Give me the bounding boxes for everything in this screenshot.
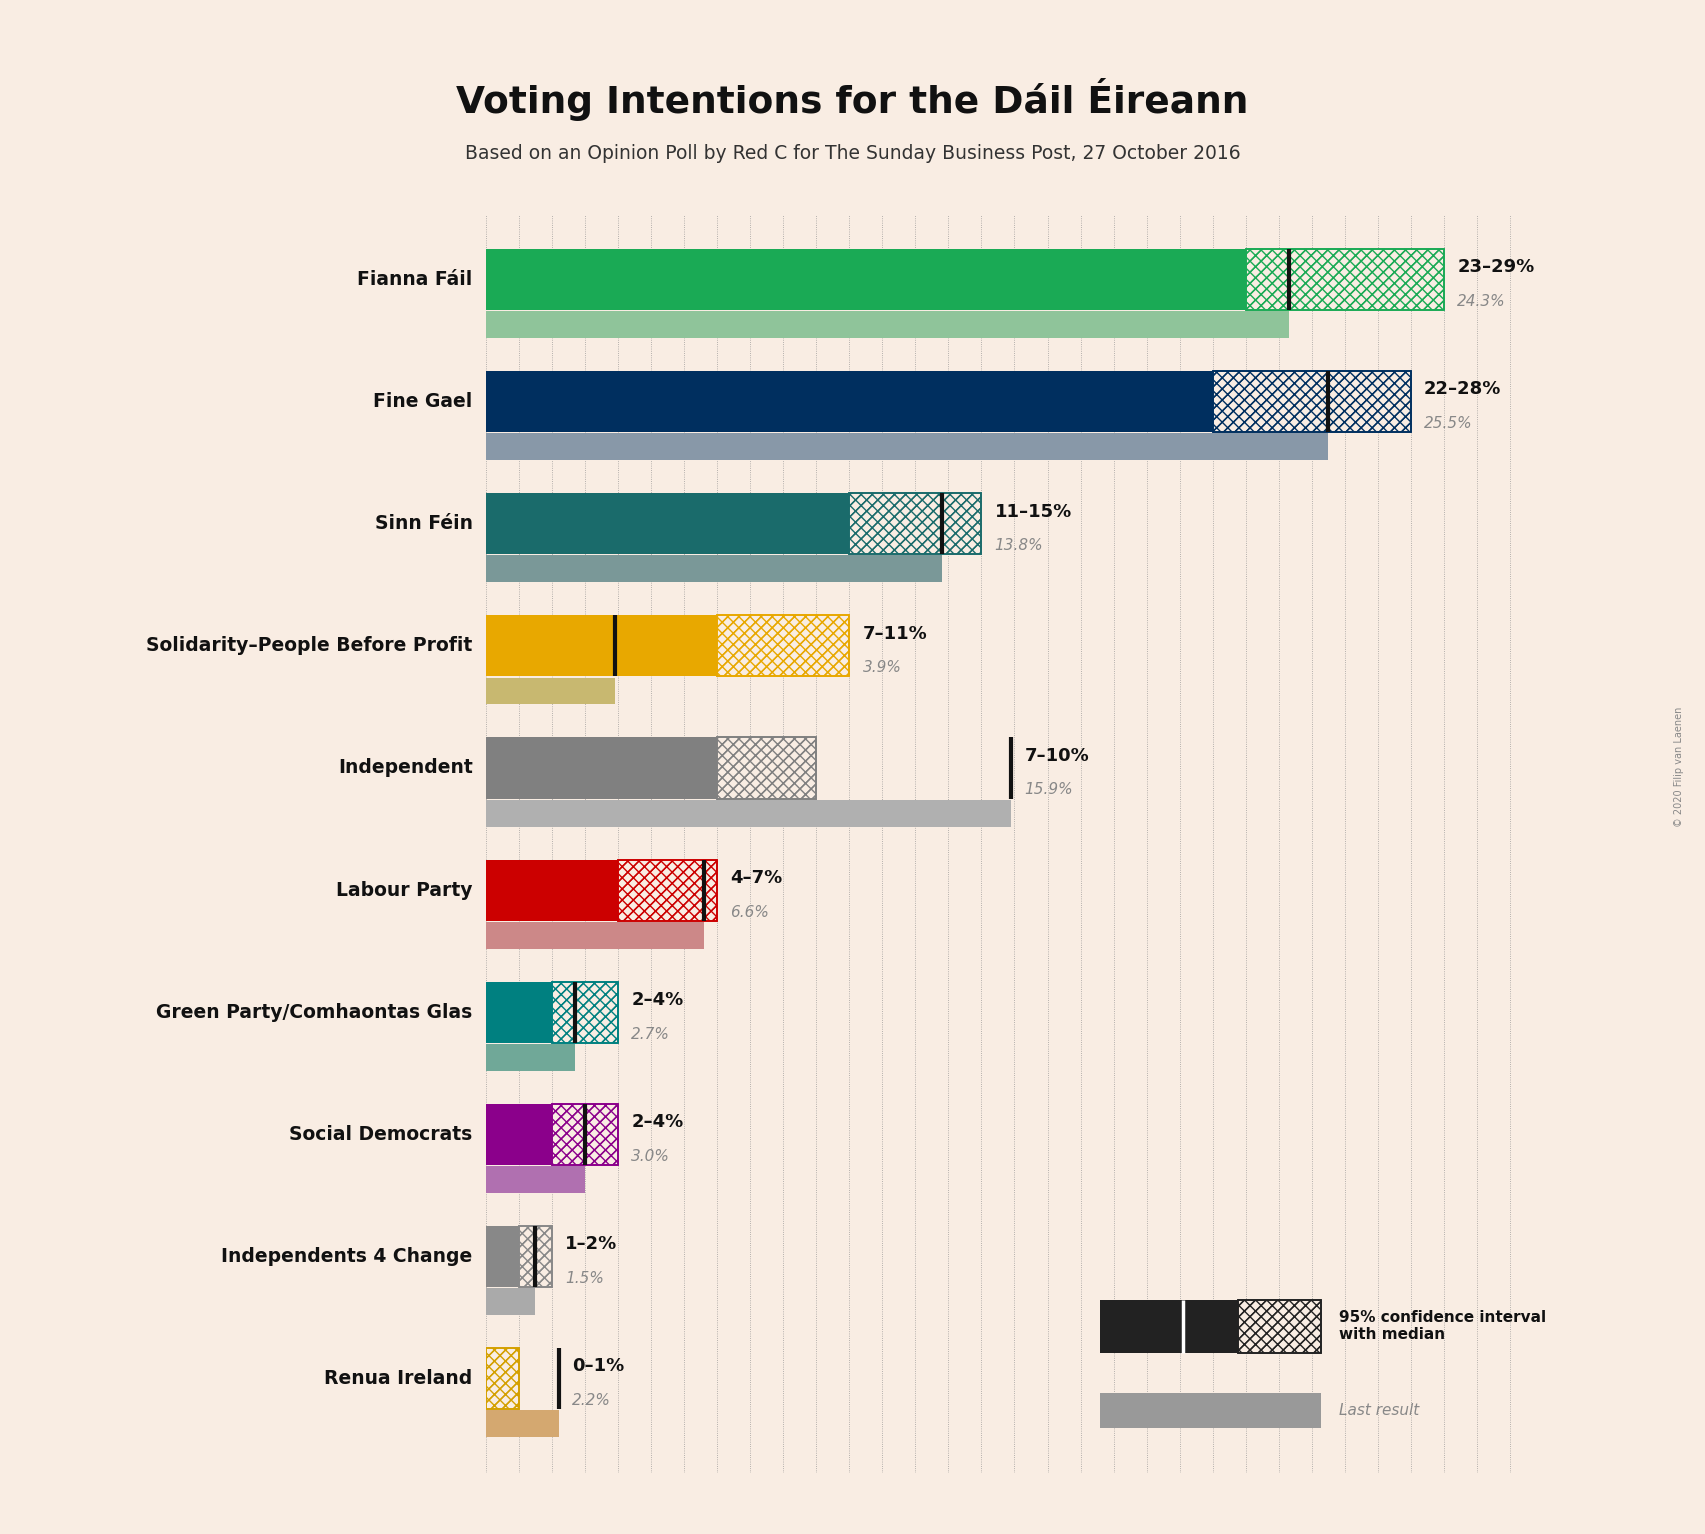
Text: 22–28%: 22–28%	[1424, 380, 1502, 399]
Bar	[486, 1348, 518, 1410]
Bar	[486, 615, 718, 676]
Bar	[1238, 1299, 1321, 1353]
Text: 7–11%: 7–11%	[863, 624, 928, 643]
Bar	[486, 494, 849, 554]
Bar	[552, 982, 617, 1043]
Bar	[1100, 1299, 1238, 1353]
Text: 1.5%: 1.5%	[564, 1272, 604, 1285]
Bar	[486, 922, 704, 948]
Bar	[486, 249, 1246, 310]
Bar	[849, 494, 982, 554]
Bar	[486, 859, 617, 920]
Bar	[718, 615, 849, 676]
Text: 6.6%: 6.6%	[730, 905, 769, 919]
Bar	[486, 1410, 559, 1437]
Bar	[617, 859, 718, 920]
Bar	[718, 615, 849, 676]
Bar	[486, 1289, 535, 1315]
Text: Sinn Féin: Sinn Féin	[375, 514, 472, 534]
Bar	[718, 738, 817, 799]
Text: 2.7%: 2.7%	[631, 1026, 670, 1042]
Text: 7–10%: 7–10%	[1025, 747, 1089, 765]
Text: Solidarity–People Before Profit: Solidarity–People Before Profit	[147, 637, 472, 655]
Text: Independent: Independent	[338, 758, 472, 778]
Bar	[486, 982, 552, 1043]
Bar	[1100, 1393, 1321, 1428]
Bar	[617, 859, 718, 920]
Bar	[849, 494, 982, 554]
Text: 24.3%: 24.3%	[1458, 295, 1506, 308]
Text: Voting Intentions for the Dáil Éireann: Voting Intentions for the Dáil Éireann	[457, 78, 1248, 121]
Bar	[552, 1104, 617, 1164]
Text: Fine Gael: Fine Gael	[373, 393, 472, 411]
Bar	[1246, 249, 1444, 310]
Bar	[718, 738, 817, 799]
Bar	[518, 1226, 552, 1287]
Text: 13.8%: 13.8%	[994, 538, 1043, 554]
Bar	[1246, 249, 1444, 310]
Text: 11–15%: 11–15%	[994, 503, 1072, 520]
Bar	[486, 1166, 585, 1193]
Text: Social Democrats: Social Democrats	[290, 1124, 472, 1144]
Bar	[617, 859, 718, 920]
Bar	[486, 1104, 552, 1164]
Bar	[1212, 371, 1412, 433]
Text: 23–29%: 23–29%	[1458, 258, 1534, 276]
Bar	[486, 371, 1212, 433]
Text: 3.9%: 3.9%	[863, 660, 902, 675]
Text: 25.5%: 25.5%	[1424, 416, 1473, 431]
Bar	[486, 1348, 518, 1410]
Text: 1–2%: 1–2%	[564, 1235, 617, 1253]
Bar	[486, 799, 1011, 827]
Bar	[486, 311, 1289, 337]
Bar	[552, 982, 617, 1043]
Text: Fianna Fáil: Fianna Fáil	[358, 270, 472, 288]
Text: 3.0%: 3.0%	[631, 1149, 670, 1164]
Bar	[552, 1104, 617, 1164]
Text: Renua Ireland: Renua Ireland	[324, 1370, 472, 1388]
Text: 2–4%: 2–4%	[631, 991, 684, 1009]
Text: Independents 4 Change: Independents 4 Change	[222, 1247, 472, 1266]
Text: 2–4%: 2–4%	[631, 1114, 684, 1131]
Bar	[486, 1045, 575, 1071]
Text: Based on an Opinion Poll by Red C for The Sunday Business Post, 27 October 2016: Based on an Opinion Poll by Red C for Th…	[465, 144, 1240, 163]
Text: 15.9%: 15.9%	[1025, 782, 1072, 798]
Bar	[486, 555, 941, 583]
Text: Last result: Last result	[1338, 1404, 1419, 1419]
Bar	[718, 738, 817, 799]
Text: 0–1%: 0–1%	[571, 1358, 624, 1376]
Bar	[486, 434, 1328, 460]
Bar	[552, 1104, 617, 1164]
Bar	[718, 615, 849, 676]
Bar	[552, 982, 617, 1043]
Text: 4–7%: 4–7%	[730, 868, 783, 887]
Bar	[486, 738, 718, 799]
Bar	[486, 678, 616, 704]
Bar	[1238, 1299, 1321, 1353]
Bar	[518, 1226, 552, 1287]
Bar	[1238, 1299, 1321, 1353]
Bar	[518, 1226, 552, 1287]
Bar	[486, 1348, 518, 1410]
Text: 2.2%: 2.2%	[571, 1393, 610, 1408]
Bar	[486, 1226, 518, 1287]
Bar	[849, 494, 982, 554]
Bar	[1246, 249, 1444, 310]
Bar	[1212, 371, 1412, 433]
Text: 95% confidence interval
with median: 95% confidence interval with median	[1338, 1310, 1546, 1342]
Text: Labour Party: Labour Party	[336, 881, 472, 899]
Text: Green Party/Comhaontas Glas: Green Party/Comhaontas Glas	[157, 1003, 472, 1022]
Bar	[1212, 371, 1412, 433]
Text: © 2020 Filip van Laenen: © 2020 Filip van Laenen	[1674, 707, 1685, 827]
